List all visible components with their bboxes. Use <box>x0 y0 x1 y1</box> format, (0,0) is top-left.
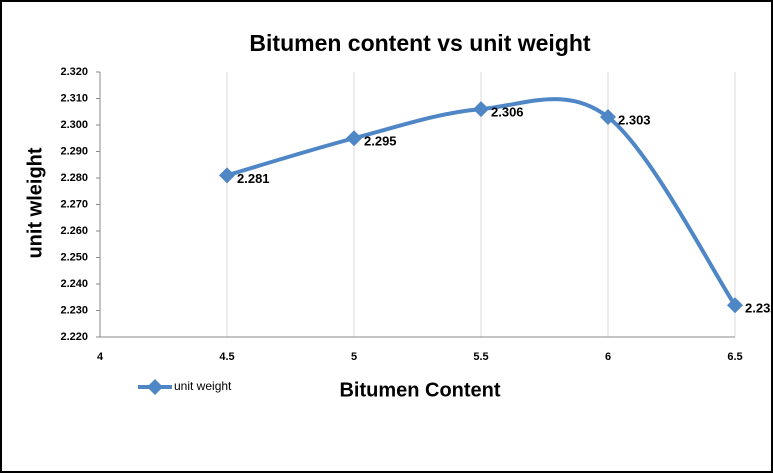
data-label: 2.303 <box>618 112 651 127</box>
x-tick-label: 4 <box>97 351 104 363</box>
legend-marker <box>147 379 163 395</box>
y-tick-label: 2.220 <box>60 331 88 343</box>
x-tick-label: 6 <box>605 351 611 363</box>
data-point <box>727 297 743 314</box>
y-tick-label: 2.310 <box>60 92 88 104</box>
y-tick-label: 2.290 <box>60 145 88 157</box>
chart-title: Bitumen content vs unit weight <box>249 30 591 56</box>
y-tick-label: 2.230 <box>60 304 88 316</box>
y-tick-label: 2.270 <box>60 198 88 210</box>
y-tick-label: 2.300 <box>60 119 88 131</box>
data-point <box>346 130 362 147</box>
data-label: 2.232 <box>745 301 773 316</box>
data-point <box>600 109 616 126</box>
y-tick-label: 2.320 <box>60 66 88 78</box>
y-tick-label: 2.250 <box>60 251 88 263</box>
y-tick-label: 2.280 <box>60 172 88 184</box>
legend-label: unit weight <box>174 379 232 393</box>
data-label: 2.306 <box>491 105 524 120</box>
data-point <box>219 167 235 184</box>
y-axis-label: unit wleight <box>24 147 46 258</box>
data-label: 2.281 <box>237 171 270 186</box>
data-point <box>473 101 489 118</box>
x-tick-label: 5 <box>351 351 357 363</box>
x-axis-label: Bitumen Content <box>339 379 500 401</box>
data-label: 2.295 <box>364 134 397 149</box>
x-tick-label: 6.5 <box>727 351 742 363</box>
y-tick-label: 2.240 <box>60 278 88 290</box>
x-tick-label: 4.5 <box>219 351 234 363</box>
series-line <box>226 97 737 307</box>
x-tick-label: 5.5 <box>473 351 488 363</box>
y-tick-label: 2.260 <box>60 225 88 237</box>
